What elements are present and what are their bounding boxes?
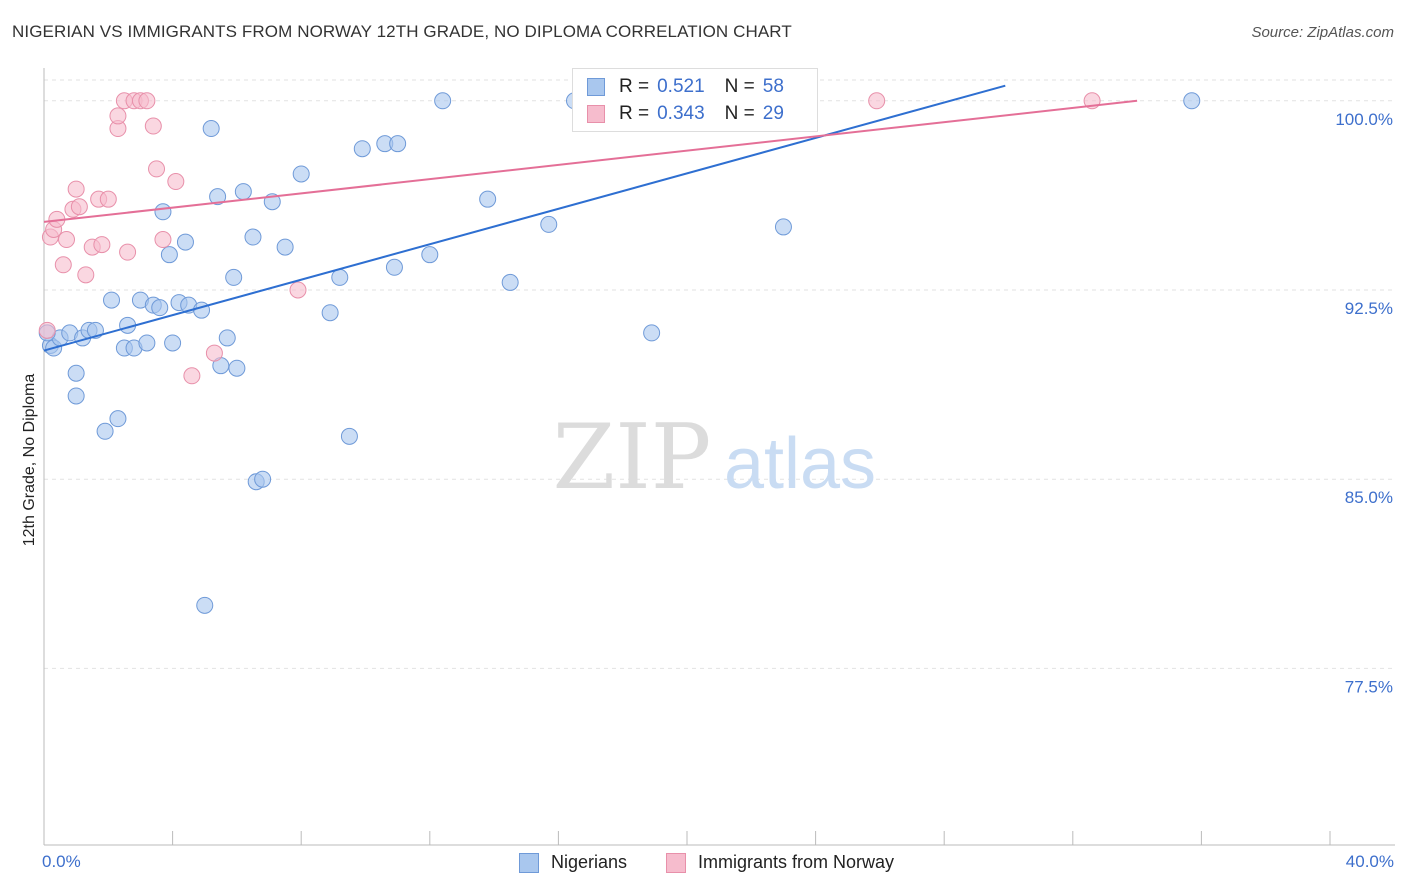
grid-lines [44, 79, 1395, 669]
legend-swatch-pink [666, 852, 686, 873]
legend-r-value: 0.521 [657, 76, 705, 97]
legend-label-nigerians: Nigerians [551, 852, 628, 872]
data-point [38, 321, 56, 339]
data-point [276, 238, 294, 256]
data-point [202, 120, 220, 138]
data-point [321, 304, 339, 322]
data-point [109, 107, 127, 125]
data-point [154, 231, 172, 249]
data-point [228, 359, 246, 377]
data-point [774, 218, 792, 236]
legend-item-nigerians[interactable]: Nigerians [519, 852, 627, 873]
data-point [176, 233, 194, 251]
legend-r-label: R = [619, 76, 650, 97]
data-point [164, 334, 182, 352]
data-point [289, 281, 307, 299]
data-point [109, 410, 127, 428]
x-tick-max: 40.0% [1345, 852, 1394, 871]
data-point [103, 291, 121, 309]
data-point [292, 165, 310, 183]
data-point [340, 427, 358, 445]
data-point [385, 258, 403, 276]
data-point [67, 364, 85, 382]
y-tick-label: 85.0% [1345, 488, 1393, 507]
data-point [160, 246, 178, 264]
data-point [540, 215, 558, 233]
data-point [244, 228, 262, 246]
legend-row-nigerians: R = 0.521 N = 58 [587, 75, 784, 99]
data-point [167, 173, 185, 191]
data-point [218, 329, 236, 347]
data-point [154, 203, 172, 221]
legend-swatch-blue [587, 78, 605, 96]
data-point [353, 140, 371, 158]
data-point [70, 198, 88, 216]
data-point [254, 470, 272, 488]
source-credit: Source: ZipAtlas.com [1251, 24, 1394, 41]
data-point [67, 180, 85, 198]
axes [43, 68, 1395, 846]
watermark-zip: ZIP [553, 405, 712, 510]
y-tick-label: 100.0% [1335, 110, 1393, 129]
data-point [96, 422, 114, 440]
data-point [99, 190, 117, 208]
watermark-atlas: atlas [724, 424, 876, 504]
y-tick-label: 92.5% [1345, 299, 1393, 318]
data-point [234, 183, 252, 201]
series-norway-points [38, 92, 1101, 385]
legend-label-norway: Immigrants from Norway [698, 852, 895, 872]
data-point [138, 334, 156, 352]
data-point [148, 160, 166, 178]
data-point [389, 135, 407, 153]
legend-r-label: R = [619, 103, 650, 124]
y-tick-labels: 100.0% 92.5% 85.0% 77.5% [1335, 110, 1393, 697]
data-point [93, 236, 111, 254]
data-point [144, 117, 162, 135]
data-point [77, 266, 95, 284]
legend-n-value: 58 [762, 76, 784, 97]
legend-row-norway: R = 0.343 N = 29 [587, 102, 784, 126]
y-tick-label: 77.5% [1345, 677, 1393, 696]
data-point [138, 92, 156, 110]
series-legend: Nigerians Immigrants from Norway [0, 852, 1406, 878]
data-point [58, 231, 76, 249]
legend-n-label: N = [724, 76, 755, 97]
data-point [479, 190, 497, 208]
data-point [205, 344, 223, 362]
x-tick-min: 0.0% [42, 852, 81, 871]
data-point [421, 246, 439, 264]
trend-lines [43, 84, 1138, 352]
trend-line-nigerians [43, 84, 1006, 352]
data-point [643, 324, 661, 342]
legend-n-label: N = [724, 103, 755, 124]
data-point [151, 299, 169, 317]
data-point [1183, 92, 1201, 110]
data-point [67, 387, 85, 405]
legend-item-norway[interactable]: Immigrants from Norway [666, 852, 894, 873]
legend-swatch-pink [587, 105, 605, 123]
data-point [54, 256, 72, 274]
data-point [119, 243, 137, 261]
data-point [331, 268, 349, 286]
data-point [434, 92, 452, 110]
legend-swatch-blue [519, 852, 539, 873]
data-point [225, 268, 243, 286]
data-point [196, 596, 214, 614]
data-point [868, 92, 886, 110]
trend-line-norway [43, 99, 1138, 223]
legend-n-value: 29 [762, 103, 784, 124]
watermark: ZIP atlas [553, 405, 876, 510]
data-point [209, 188, 227, 206]
legend-r-value: 0.343 [657, 103, 705, 124]
chart-title: NIGERIAN VS IMMIGRANTS FROM NORWAY 12TH … [12, 22, 792, 41]
stats-legend: R = 0.521 N = 58 R = 0.343 N = 29 [572, 68, 818, 132]
data-point [501, 273, 519, 291]
data-point [183, 367, 201, 385]
